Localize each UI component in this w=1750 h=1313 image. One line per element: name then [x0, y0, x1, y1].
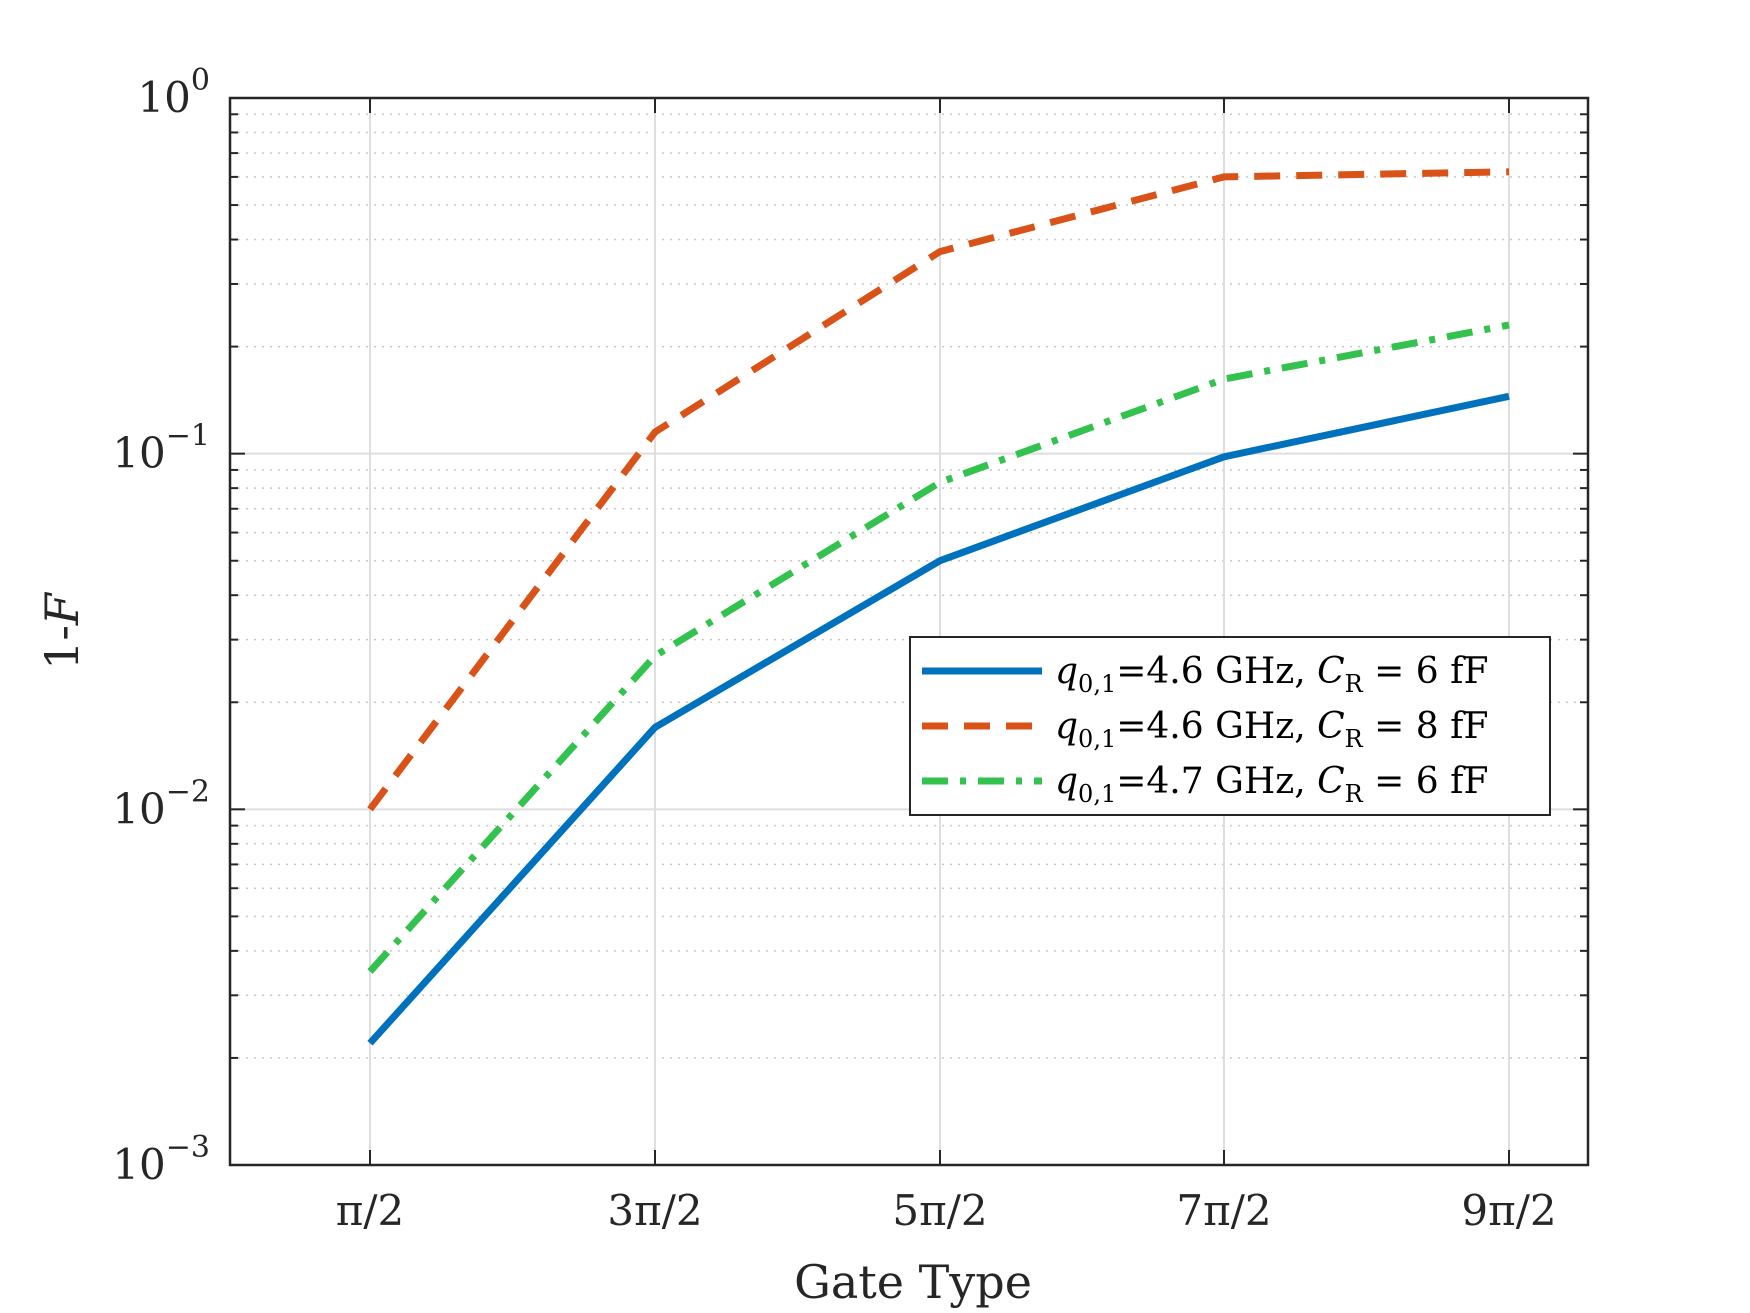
x-tick-label: π/2 — [336, 1186, 404, 1235]
legend-label-1: q0,1=4.6 GHz, CR = 6 fF — [1055, 651, 1488, 698]
plot-area — [230, 98, 1588, 1165]
legend-label-3: q0,1=4.7 GHz, CR = 6 fF — [1055, 761, 1488, 808]
x-axis-label: Gate Type — [794, 1255, 1032, 1309]
y-tick-label: 10−3 — [112, 1130, 210, 1189]
grid-layer — [230, 97, 1588, 1166]
y-tick-label: 10−2 — [112, 774, 210, 833]
x-tick-label: 3π/2 — [607, 1186, 702, 1235]
y-tick-label: 10−1 — [112, 419, 210, 478]
legend-layer: q0,1=4.6 GHz, CR = 6 fF q0,1=4.6 GHz, CR … — [909, 636, 1551, 816]
y-axis-label: 1-F — [35, 591, 89, 670]
x-tick-label: 7π/2 — [1176, 1186, 1271, 1235]
series-layer — [367, 168, 1510, 1046]
axes-layer: 100 10−1 10−2 10−3 π/2 3π/2 5π/2 7π/2 9π/2 Gate T… — [35, 63, 1590, 1309]
y-tick-label: 100 — [137, 63, 210, 122]
x-tick-label: 9π/2 — [1461, 1186, 1556, 1235]
series-line-3 — [367, 321, 1510, 974]
axes-box — [228, 96, 1590, 1167]
legend-label-2: q0,1=4.6 GHz, CR = 8 fF — [1055, 706, 1488, 753]
x-tick-label: 5π/2 — [892, 1186, 987, 1235]
